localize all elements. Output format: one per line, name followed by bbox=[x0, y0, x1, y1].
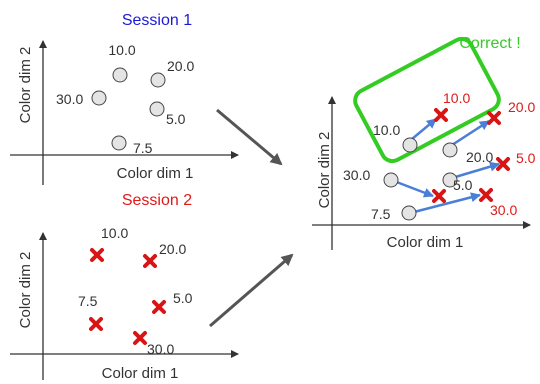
session-2-cross-10 bbox=[90, 248, 104, 262]
result-circle-20 bbox=[442, 142, 458, 158]
session-2-label-5: 5.0 bbox=[173, 290, 193, 306]
result-cross-label-10: 10.0 bbox=[443, 90, 470, 106]
result-circle-label-20: 20.0 bbox=[466, 149, 493, 165]
session-2-cross-5 bbox=[152, 300, 166, 314]
match-arrow-20 bbox=[451, 119, 490, 147]
result-cross-20 bbox=[487, 111, 501, 125]
result-cross-30 bbox=[479, 188, 493, 202]
session-1-y-label: Color dim 2 bbox=[17, 47, 34, 124]
result-circle-label-30: 30.0 bbox=[343, 167, 370, 183]
result-circle-30 bbox=[383, 172, 399, 188]
session-1-point-20 bbox=[150, 72, 166, 88]
match-arrow-7-5 bbox=[413, 192, 481, 214]
result-circle-label-10: 10.0 bbox=[373, 122, 400, 138]
result-cross-label-30: 30.0 bbox=[490, 202, 517, 218]
correct-highlight-box bbox=[353, 36, 501, 164]
flow-arrow-session-1 bbox=[216, 108, 283, 166]
session-1-point-5 bbox=[149, 101, 165, 117]
session-2-cross-30 bbox=[133, 331, 147, 345]
session-1-label-30: 30.0 bbox=[56, 91, 83, 107]
result-cross-5 bbox=[496, 157, 510, 171]
result-circle-5 bbox=[442, 172, 458, 188]
result-cross-label-5: 5.0 bbox=[516, 150, 536, 166]
session-1-label-7-5: 7.5 bbox=[133, 140, 153, 156]
session-1-point-10 bbox=[112, 67, 128, 83]
session-1-panel: Session 1 Color dim 2 Color dim 1 10.0 2… bbox=[10, 12, 239, 185]
session-2-label-20: 20.0 bbox=[159, 241, 186, 257]
session-2-y-label: Color dim 2 bbox=[17, 252, 34, 329]
result-circle-label-7-5: 7.5 bbox=[371, 206, 391, 222]
result-circle-7-5 bbox=[401, 205, 417, 221]
session-1-point-7-5 bbox=[111, 135, 127, 151]
result-y-label: Color dim 2 bbox=[316, 132, 333, 209]
session-2-label-7-5: 7.5 bbox=[78, 293, 98, 309]
result-circle-label-5: 5.0 bbox=[453, 177, 473, 193]
result-cross-label-20: 20.0 bbox=[508, 99, 535, 115]
result-x-label: Color dim 1 bbox=[387, 234, 464, 251]
session-1-label-5: 5.0 bbox=[166, 111, 186, 127]
session-1-title: Session 1 bbox=[122, 12, 192, 29]
session-2-label-30: 30.0 bbox=[147, 341, 174, 357]
result-cross-10 bbox=[434, 108, 448, 122]
session-2-label-10: 10.0 bbox=[101, 225, 128, 241]
session-2-cross-20 bbox=[143, 254, 157, 268]
session-1-point-30 bbox=[91, 90, 107, 106]
result-panel: Correct ! Color dim 2 Color dim 1 10.0 2… bbox=[312, 35, 536, 251]
match-arrow-30 bbox=[393, 179, 434, 198]
session-1-label-20: 20.0 bbox=[167, 58, 194, 74]
match-arrow-10 bbox=[411, 118, 437, 140]
session-2-title: Session 2 bbox=[122, 192, 192, 209]
result-circle-10 bbox=[402, 137, 418, 153]
session-1-label-10: 10.0 bbox=[108, 42, 135, 58]
session-2-x-label: Color dim 1 bbox=[102, 365, 179, 382]
result-cross-unlabeled bbox=[432, 189, 446, 203]
match-arrow-5 bbox=[451, 161, 500, 180]
session-2-cross-7-5 bbox=[89, 317, 103, 331]
flow-arrow-session-2 bbox=[209, 253, 294, 328]
session-1-x-label: Color dim 1 bbox=[117, 165, 194, 182]
session-2-panel: Session 2 Color dim 2 Color dim 1 10.0 2… bbox=[10, 192, 239, 382]
